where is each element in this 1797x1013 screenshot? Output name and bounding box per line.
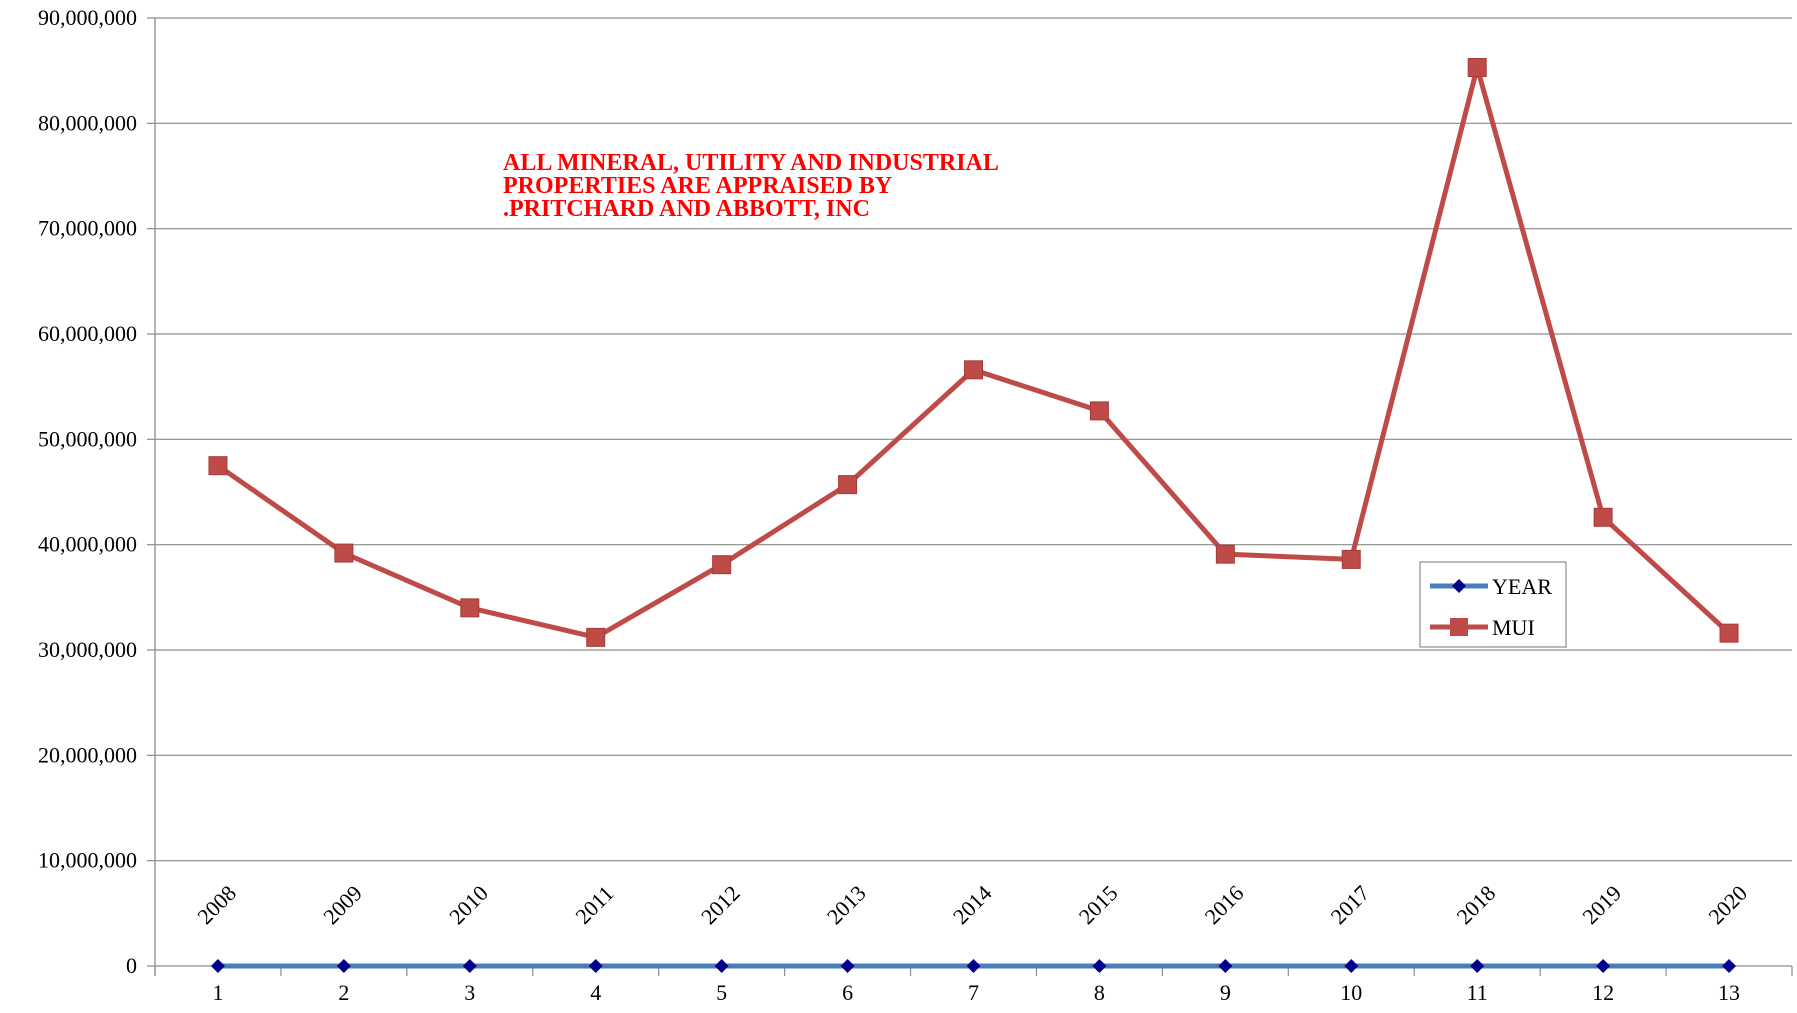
y-tick-label: 40,000,000 [38,532,137,557]
mui-point-marker [334,543,354,563]
gridlines [155,17,1792,862]
legend-year-marker [1452,579,1466,593]
y-tick-label: 80,000,000 [38,110,137,135]
x-tick-label: 11 [1467,980,1488,1005]
x-tick-label: 13 [1718,980,1740,1005]
legend-mui-label: MUI [1492,615,1535,640]
year-data-label: 2010 [444,880,493,929]
x-tick-label: 10 [1340,980,1362,1005]
year-point-marker [714,958,729,973]
x-tick-label: 6 [842,980,853,1005]
y-tick-label: 60,000,000 [38,321,137,346]
year-data-labels: 2008 2009 2010 2011 2012 2013 2014 2015 2016 2017… [192,880,1752,929]
year-data-label: 2013 [822,880,871,929]
year-point-marker [210,958,225,973]
year-data-label: 2012 [696,880,745,929]
legend: YEAR MUI [1419,561,1567,648]
year-point-marker [1596,958,1611,973]
legend-mui-marker [1450,618,1468,636]
y-tick-label: 0 [126,953,137,978]
mui-point-marker [1467,58,1487,78]
year-point-marker [1722,958,1737,973]
year-data-label: 2020 [1703,880,1752,929]
mui-point-marker [208,456,228,476]
x-tick-label: 7 [968,980,979,1005]
y-tick-label: 30,000,000 [38,637,137,662]
year-data-label: 2009 [318,880,367,929]
year-data-label: 2014 [948,880,997,929]
year-point-marker [1344,958,1359,973]
mui-point-marker [1089,401,1109,421]
year-data-label: 2017 [1326,880,1375,929]
mui-point-marker [1593,507,1613,527]
year-data-label: 2019 [1577,880,1626,929]
legend-box [1419,561,1567,648]
y-axis-ticks: 0 10,000,000 20,000,000 30,000,000 40,000,00… [38,5,137,978]
mui-point-marker [1215,544,1235,564]
series-markers [208,58,1739,973]
mui-point-marker [1719,623,1739,643]
annotation-note: ALL MINERAL, UTILITY AND INDUSTRIALPROPE… [503,150,999,222]
year-point-marker [1092,958,1107,973]
year-data-label: 2016 [1200,880,1249,929]
x-axis-ticks: 1 2 3 4 5 6 7 8 9 10 11 12 13 [212,980,1740,1005]
mui-point-marker [964,360,983,380]
x-tick-label: 12 [1592,980,1614,1005]
legend-year-label: YEAR [1492,574,1552,599]
annotation-line: .PRITCHARD AND ABBOTT, INC [503,196,870,222]
y-tick-label: 10,000,000 [38,848,137,873]
mui-point-marker [1341,549,1361,569]
year-data-label: 2018 [1451,880,1500,929]
year-data-label: 2015 [1074,880,1123,929]
year-point-marker [336,958,351,973]
y-tick-label: 70,000,000 [38,216,137,241]
x-tick-label: 9 [1220,980,1231,1005]
series-lines [216,65,1731,969]
annotation-line: ALL MINERAL, UTILITY AND INDUSTRIAL [503,150,999,176]
year-point-marker [840,958,855,973]
year-point-marker [588,958,603,973]
y-tick-label: 20,000,000 [38,742,137,767]
year-point-marker [966,958,981,973]
x-tick-label: 2 [338,980,349,1005]
x-tick-label: 5 [716,980,727,1005]
x-tick-label: 3 [464,980,475,1005]
x-tick-label: 4 [590,980,601,1005]
y-tick-label: 90,000,000 [38,5,137,30]
mui-point-marker [712,555,732,575]
year-data-label: 2011 [570,881,618,929]
mui-point-marker [460,598,480,618]
year-point-marker [462,958,477,973]
mui-point-marker [586,627,606,647]
x-tick-label: 8 [1094,980,1105,1005]
x-tick-label: 1 [212,980,223,1005]
year-data-label: 2008 [192,880,241,929]
year-point-marker [1470,958,1485,973]
y-tick-label: 50,000,000 [38,426,137,451]
mui-point-marker [838,475,858,495]
year-point-marker [1218,958,1233,973]
annotation-line: PROPERTIES ARE APPRAISED BY [503,173,892,199]
